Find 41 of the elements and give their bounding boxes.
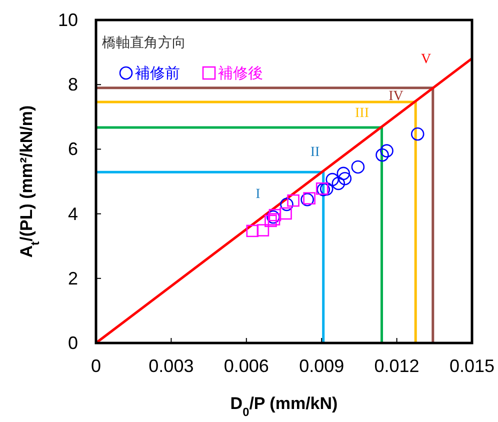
point: [320, 182, 334, 196]
y-tick-label: 6: [68, 139, 78, 160]
point: [300, 192, 314, 206]
point: [280, 198, 294, 212]
y-tick-label: 8: [68, 74, 78, 95]
x-tick-label: 0.015: [449, 356, 495, 376]
y-tick-label: 2: [68, 268, 78, 288]
annotation: II: [310, 145, 320, 160]
point: [336, 166, 350, 180]
point: [326, 172, 340, 186]
point: [380, 144, 394, 158]
legend-label: 補修前: [135, 65, 180, 82]
x-tick-label: 0.006: [224, 356, 269, 376]
annotation: 橋軸直角方向: [102, 34, 186, 50]
point: [266, 210, 280, 224]
point: [287, 194, 300, 207]
point: [410, 127, 424, 141]
point: [351, 160, 365, 174]
x-tick-label: 0.009: [299, 356, 344, 376]
point: [338, 172, 352, 186]
point: [246, 224, 259, 238]
point: [376, 148, 389, 162]
point: [268, 208, 282, 222]
annotation: III: [355, 106, 370, 122]
y-tick-label: 4: [68, 204, 78, 224]
point: [264, 214, 277, 228]
y-tick-label: 10: [58, 10, 78, 30]
annotation: V: [420, 52, 432, 68]
point: [268, 213, 280, 226]
x-tick-label: 0.012: [374, 356, 420, 376]
legend-label: 補修後: [218, 65, 263, 82]
point: [280, 207, 292, 220]
x-axis-title: D$_{0}$/P (mm/kN): [230, 394, 338, 419]
point: [303, 192, 316, 204]
point: [332, 176, 346, 190]
point: [256, 224, 270, 236]
y-tick-label: 0: [68, 333, 78, 353]
annotation: IV: [388, 89, 404, 104]
annotation: I: [256, 187, 261, 202]
x-tick-label: 0.003: [148, 356, 194, 376]
x-tick-label: 0: [90, 356, 102, 376]
